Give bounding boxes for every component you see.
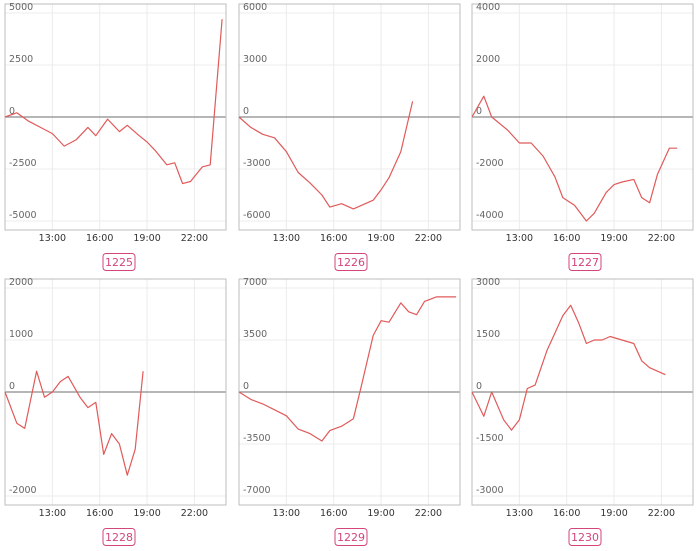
series-line-1227	[471, 95, 678, 222]
y-tick-label: 0	[476, 106, 482, 117]
series-line-1225	[4, 19, 223, 185]
x-tick-label: 16:00	[553, 233, 580, 244]
y-tick-label: -1500	[476, 433, 504, 444]
panel-label-badge[interactable]	[334, 253, 368, 271]
y-tick-label: 7000	[243, 277, 267, 288]
x-tick-label: 16:00	[86, 508, 113, 519]
series-line-1229	[238, 296, 457, 442]
y-tick-label: -3500	[243, 433, 271, 444]
y-tick-label: 0	[476, 381, 482, 392]
y-tick-label: 1500	[476, 329, 500, 340]
y-tick-label: 6000	[243, 2, 267, 13]
x-tick-label: 19:00	[600, 508, 627, 519]
y-tick-label: 2000	[9, 277, 33, 288]
panel-label-badge[interactable]	[334, 528, 368, 546]
series-line-1226	[238, 101, 414, 210]
y-tick-label: 3000	[476, 277, 500, 288]
y-tick-label: 2500	[9, 54, 33, 65]
x-tick-label: 13:00	[273, 508, 300, 519]
panel-label-text[interactable]: 1227	[571, 256, 599, 269]
panel-label-text[interactable]: 1226	[337, 256, 365, 269]
x-tick-label: 22:00	[181, 508, 208, 519]
chart-panel-1225: 5000 2500 0 -2500 -5000 13:00 16:00 19:00 22:00 1…	[4, 2, 227, 271]
x-tick-label: 19:00	[600, 233, 627, 244]
x-tick-label: 16:00	[320, 233, 347, 244]
panel-label-badge[interactable]	[102, 253, 136, 271]
x-tick-label: 16:00	[553, 508, 580, 519]
x-tick-label: 16:00	[86, 233, 113, 244]
x-tick-label: 22:00	[415, 233, 442, 244]
y-tick-label: -5000	[9, 210, 37, 221]
panel-label-text[interactable]: 1228	[105, 531, 133, 544]
series-line-1230	[471, 304, 666, 431]
chart-panel-1230: 3000 1500 0 -1500 -3000 13:00 16:00 19:00 22:00 1…	[471, 277, 694, 546]
panel-label-text[interactable]: 1225	[105, 256, 133, 269]
chart-panel-1227: 4000 2000 0 -2000 -4000 13:00 16:00 19:00 22:00 1…	[471, 2, 694, 271]
chart-panel-1229: 7000 3500 0 -3500 -7000 13:00 16:00 19:00 22:00 1…	[238, 277, 461, 546]
panel-label-badge[interactable]	[568, 253, 602, 271]
y-tick-label: -2500	[9, 158, 37, 169]
panel-label-text[interactable]: 1229	[337, 531, 365, 544]
x-tick-label: 19:00	[133, 233, 160, 244]
y-tick-label: -6000	[243, 210, 271, 221]
panel-label-text[interactable]: 1230	[571, 531, 599, 544]
x-tick-label: 13:00	[39, 233, 66, 244]
x-tick-label: 13:00	[506, 233, 533, 244]
y-tick-label: -3000	[243, 158, 271, 169]
panel-label-badge[interactable]	[568, 528, 602, 546]
y-tick-label: 0	[9, 381, 15, 392]
y-tick-label: -2000	[9, 485, 37, 496]
chart-panel-1228: 2000 1000 0 -2000 13:00 16:00 19:00 22:00 1228	[4, 277, 227, 546]
x-tick-label: 19:00	[133, 508, 160, 519]
y-tick-label: 0	[9, 106, 15, 117]
y-tick-label: 1000	[9, 329, 33, 340]
y-tick-label: 4000	[476, 2, 500, 13]
y-tick-label: -7000	[243, 485, 271, 496]
y-tick-label: 3000	[243, 54, 267, 65]
y-tick-label: 3500	[243, 329, 267, 340]
panel-label-badge[interactable]	[102, 528, 136, 546]
y-tick-label: -4000	[476, 210, 504, 221]
x-tick-label: 19:00	[367, 233, 394, 244]
y-tick-label: 0	[243, 381, 249, 392]
y-tick-label: 5000	[9, 2, 33, 13]
x-tick-label: 19:00	[367, 508, 394, 519]
x-tick-label: 22:00	[415, 508, 442, 519]
x-tick-label: 22:00	[648, 508, 675, 519]
x-tick-label: 13:00	[273, 233, 300, 244]
chart-panel-1226: 6000 3000 0 -3000 -6000 13:00 16:00 19:00 22:00 1…	[238, 2, 461, 271]
y-tick-label: -3000	[476, 485, 504, 496]
series-line-1228	[4, 370, 144, 476]
x-tick-label: 16:00	[320, 508, 347, 519]
x-tick-label: 13:00	[506, 508, 533, 519]
y-tick-label: 2000	[476, 54, 500, 65]
x-tick-label: 22:00	[648, 233, 675, 244]
x-tick-label: 13:00	[39, 508, 66, 519]
y-tick-label: 0	[243, 106, 249, 117]
x-tick-label: 22:00	[181, 233, 208, 244]
y-tick-label: -2000	[476, 158, 504, 169]
